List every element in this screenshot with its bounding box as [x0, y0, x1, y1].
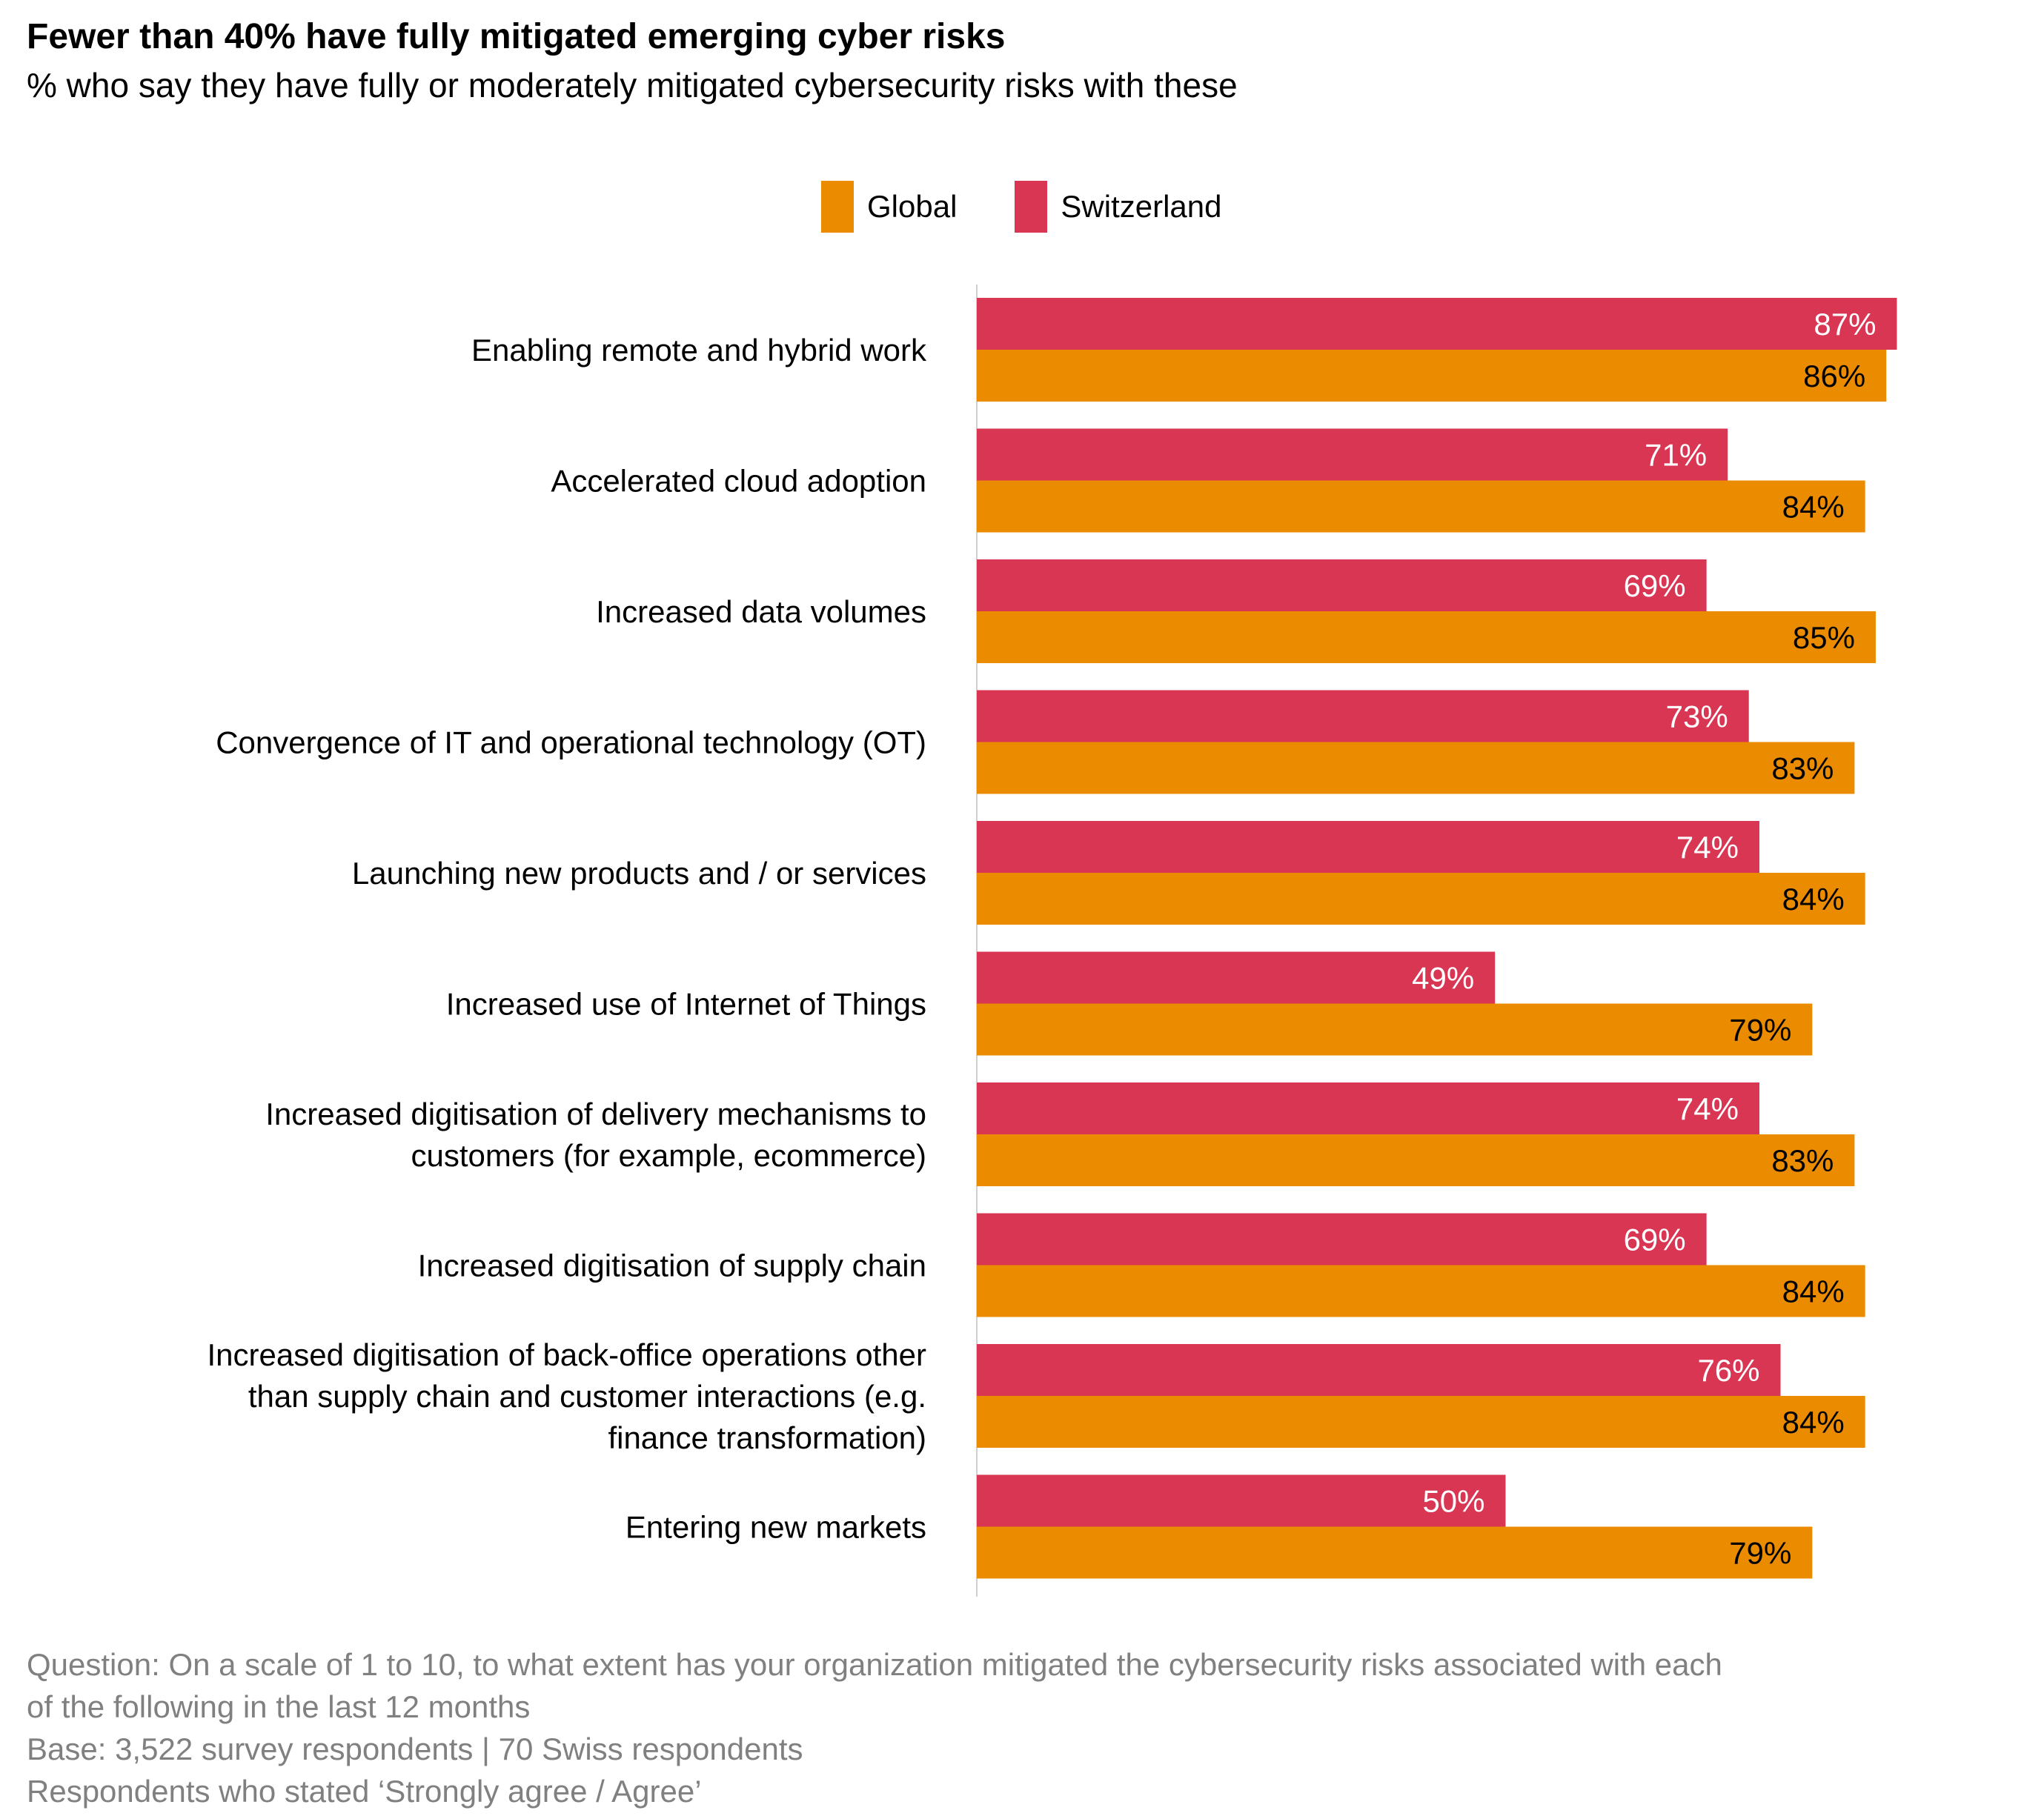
bar-global-0: [977, 350, 1887, 402]
bar-switzerland-3: [977, 690, 1749, 742]
bar-global-9: [977, 1526, 1813, 1579]
bar-switzerland-0: [977, 298, 1897, 350]
bar-switzerland-7: [977, 1213, 1707, 1265]
bar-switzerland-9: [977, 1474, 1506, 1527]
bar-switzerland-8: [977, 1344, 1781, 1396]
data-label-switzerland-9: 50%: [1422, 1484, 1484, 1519]
bar-chart: 87% 86% Enabling remote and hybrid work 71%…: [208, 285, 1897, 1597]
category-label-0-line-0: Enabling remote and hybrid work: [471, 333, 927, 367]
legend-item-switzerland: Switzerland: [1015, 181, 1222, 233]
category-label-6-line-0: Increased digitisation of delivery mecha…: [265, 1097, 926, 1131]
category-label-4-line-0: Launching new products and / or services: [352, 856, 926, 891]
category-label-3-line-0: Convergence of IT and operational techno…: [216, 725, 926, 760]
bar-global-4: [977, 873, 1865, 925]
category-label-2-line-0: Increased data volumes: [596, 594, 926, 629]
footer-note: Respondents who stated ‘Strongly agree /…: [27, 1774, 702, 1809]
footer-question-line-1: Question: On a scale of 1 to 10, to what…: [27, 1647, 1722, 1682]
data-label-switzerland-1: 71%: [1645, 438, 1707, 473]
category-label-8-line-0: Increased digitisation of back-office op…: [208, 1337, 926, 1372]
legend-label-global: Global: [867, 189, 958, 224]
category-label-8-line-1: than supply chain and customer interacti…: [248, 1379, 926, 1414]
bar-switzerland-5: [977, 951, 1496, 1004]
bar-global-3: [977, 742, 1855, 794]
bar-switzerland-2: [977, 559, 1707, 611]
category-label-9-line-0: Entering new markets: [626, 1510, 926, 1545]
data-label-switzerland-4: 74%: [1676, 830, 1739, 865]
data-label-switzerland-7: 69%: [1624, 1223, 1686, 1257]
category-label-6-line-1: customers (for example, ecommerce): [411, 1138, 926, 1173]
bar-global-7: [977, 1265, 1865, 1317]
data-label-switzerland-0: 87%: [1814, 307, 1876, 342]
bar-switzerland-6: [977, 1082, 1759, 1134]
data-label-global-3: 83%: [1771, 751, 1834, 786]
chart-subtitle: % who say they have fully or moderately …: [27, 66, 1238, 104]
data-label-global-1: 84%: [1782, 490, 1845, 525]
data-label-global-0: 86%: [1803, 359, 1865, 393]
bar-switzerland-4: [977, 821, 1759, 873]
footer-base: Base: 3,522 survey respondents | 70 Swis…: [27, 1732, 803, 1766]
bar-global-1: [977, 480, 1865, 533]
category-label-5-line-0: Increased use of Internet of Things: [446, 987, 926, 1022]
footer-question-line-2: of the following in the last 12 months: [27, 1689, 531, 1724]
data-label-global-7: 84%: [1782, 1274, 1845, 1309]
legend-swatch-global: [821, 181, 854, 233]
category-label-7-line-0: Increased digitisation of supply chain: [418, 1248, 926, 1283]
legend-label-switzerland: Switzerland: [1061, 189, 1222, 224]
legend-swatch-switzerland: [1015, 181, 1048, 233]
data-label-switzerland-3: 73%: [1666, 699, 1728, 734]
chart-title: Fewer than 40% have fully mitigated emer…: [27, 17, 1006, 56]
legend-item-global: Global: [821, 181, 957, 233]
data-label-switzerland-5: 49%: [1412, 961, 1474, 996]
category-label-8-line-2: finance transformation): [608, 1420, 926, 1455]
data-label-switzerland-2: 69%: [1624, 568, 1686, 603]
data-label-global-2: 85%: [1793, 620, 1855, 655]
data-label-switzerland-8: 76%: [1697, 1353, 1759, 1388]
data-label-global-4: 84%: [1782, 882, 1845, 917]
footer-notes: Question: On a scale of 1 to 10, to what…: [27, 1643, 1722, 1812]
category-label-1-line-0: Accelerated cloud adoption: [551, 464, 926, 499]
data-label-global-9: 79%: [1729, 1536, 1791, 1571]
bar-global-6: [977, 1134, 1855, 1186]
legend: Global Switzerland: [821, 181, 1280, 233]
data-label-switzerland-6: 74%: [1676, 1091, 1739, 1126]
bar-global-2: [977, 611, 1876, 663]
bar-global-8: [977, 1396, 1865, 1448]
bar-switzerland-1: [977, 428, 1728, 481]
bar-global-5: [977, 1003, 1813, 1056]
data-label-global-5: 79%: [1729, 1013, 1791, 1048]
data-label-global-8: 84%: [1782, 1405, 1845, 1440]
data-label-global-6: 83%: [1771, 1143, 1834, 1178]
